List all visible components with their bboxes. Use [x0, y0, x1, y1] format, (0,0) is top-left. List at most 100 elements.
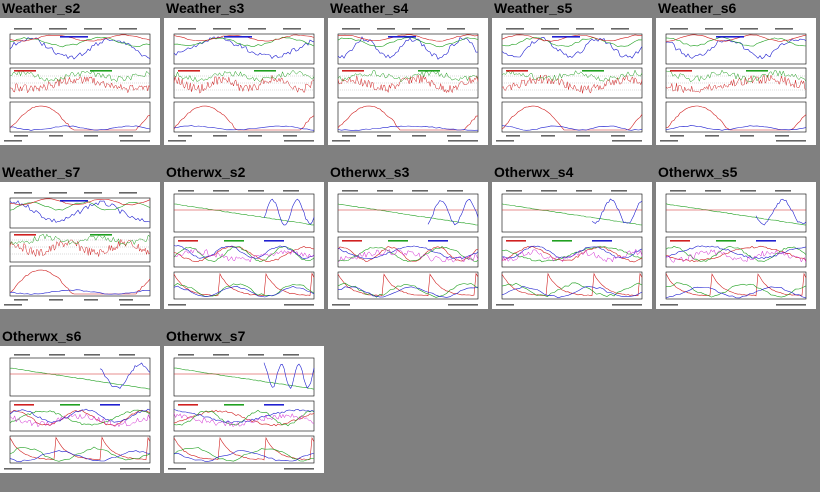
thumbnail-tile[interactable]: Otherwx_s2 — [164, 164, 324, 327]
date-label — [740, 28, 758, 30]
series-line-red — [9, 75, 151, 94]
thumbnail-image[interactable] — [492, 18, 652, 145]
series-line-green — [173, 203, 314, 226]
date-label — [283, 28, 301, 30]
series-line-red — [173, 272, 315, 297]
legend-label — [178, 70, 200, 72]
series-line-red — [665, 105, 807, 131]
series-line-blue — [501, 125, 643, 131]
middle-panel-frame — [173, 236, 315, 268]
date-label — [342, 28, 360, 30]
bottom-panel-frame — [337, 271, 479, 300]
series-line-red — [338, 34, 479, 42]
series-line-green — [337, 246, 479, 263]
legend-label — [552, 36, 580, 38]
footer-label — [660, 304, 678, 306]
thumbnail-tile[interactable]: Otherwx_s7 — [164, 328, 324, 491]
thumbnail-tile[interactable]: Otherwx_s4 — [492, 164, 652, 327]
date-label — [49, 354, 65, 356]
series-line-red — [173, 436, 315, 461]
series-line-red — [337, 246, 479, 263]
date-label — [248, 135, 262, 137]
series-line-blue — [173, 36, 315, 60]
thumbnail-image[interactable] — [328, 182, 488, 309]
footer-label — [776, 140, 806, 142]
thumbnail-image[interactable] — [656, 18, 816, 145]
footer-label — [496, 304, 514, 306]
series-line-green — [501, 282, 643, 297]
date-label — [283, 354, 299, 356]
thumbnail-image[interactable] — [164, 346, 324, 473]
series-line-green — [173, 283, 315, 297]
legend-label — [582, 70, 604, 72]
middle-panel-frame — [665, 236, 807, 268]
date-label — [84, 354, 100, 356]
thumbnail-tile[interactable]: Otherwx_s3 — [328, 164, 488, 327]
top-panel-frame — [173, 193, 315, 233]
legend-label — [756, 240, 776, 242]
thumbnail-tile[interactable]: Otherwx_s6 — [0, 328, 160, 491]
legend-label — [90, 234, 112, 236]
thumbnail-image[interactable] — [0, 346, 160, 473]
date-label — [283, 190, 299, 192]
series-line-green — [665, 203, 807, 226]
legend-label — [592, 240, 612, 242]
date-label — [248, 190, 264, 192]
top-panel-frame — [337, 193, 479, 233]
thumbnail-image[interactable] — [0, 18, 160, 145]
plot-thumbnail — [660, 28, 807, 142]
date-label — [213, 190, 229, 192]
legend-label — [264, 404, 284, 406]
thumbnail-tile[interactable]: Weather_s3 — [164, 0, 324, 163]
middle-panel-frame — [9, 400, 151, 432]
date-label — [775, 135, 789, 137]
date-label — [670, 190, 686, 192]
footer-label — [4, 468, 22, 470]
thumbnail-image[interactable] — [492, 182, 652, 309]
series-line-green — [9, 69, 151, 83]
footer-label — [120, 304, 150, 306]
date-label — [84, 28, 102, 30]
series-line-red — [173, 34, 315, 42]
date-label — [14, 354, 30, 356]
series-line-green — [173, 447, 315, 462]
series-line-magenta — [173, 413, 314, 428]
date-label — [506, 135, 520, 137]
series-line-blue — [337, 245, 479, 259]
series-line-blue — [9, 200, 151, 223]
series-line-green — [665, 282, 807, 298]
thumbnail-image[interactable] — [164, 182, 324, 309]
legend-label — [14, 404, 34, 406]
thumbnail-tile[interactable]: Weather_s2 — [0, 0, 160, 163]
series-line-blue — [9, 408, 151, 423]
legend-label — [428, 240, 448, 242]
legend-label — [90, 70, 112, 72]
date-label — [119, 28, 137, 30]
plot-thumbnail — [496, 28, 643, 142]
thumbnail-image[interactable] — [164, 18, 324, 145]
series-line-red — [501, 105, 643, 131]
thumbnail-tile[interactable]: Otherwx_s5 — [656, 164, 816, 327]
series-line-blue — [427, 198, 479, 226]
thumbnail-tile[interactable]: Weather_s4 — [328, 0, 488, 163]
date-label — [178, 28, 196, 30]
date-label — [705, 190, 721, 192]
thumbnail-title: Otherwx_s4 — [494, 164, 574, 180]
thumbnail-image[interactable] — [0, 182, 160, 309]
thumbnail-image[interactable] — [328, 18, 488, 145]
series-line-green — [665, 36, 807, 47]
legend-label — [224, 404, 244, 406]
date-label — [84, 299, 98, 301]
thumbnail-tile[interactable]: Weather_s5 — [492, 0, 652, 163]
series-line-red — [9, 269, 151, 295]
date-label — [178, 354, 194, 356]
thumbnail-image[interactable] — [656, 182, 816, 309]
date-label — [84, 192, 102, 194]
thumbnail-tile[interactable]: Weather_s7 — [0, 164, 160, 327]
legend-label — [388, 36, 416, 38]
series-line-green — [501, 245, 643, 263]
thumbnail-tile[interactable]: Weather_s6 — [656, 0, 816, 163]
plot-thumbnail — [496, 190, 643, 306]
series-line-green — [501, 36, 643, 47]
